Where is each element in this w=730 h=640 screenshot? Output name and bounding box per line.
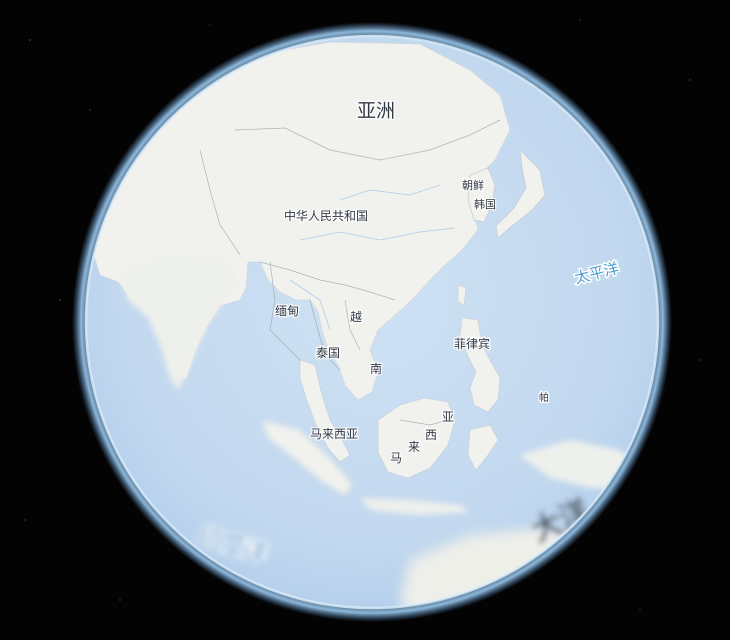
label-malaysia-west: 马来西亚 — [310, 427, 358, 441]
starfield — [24, 19, 701, 611]
land-sumatra — [261, 419, 353, 497]
label-philippines: 菲律宾 — [454, 336, 490, 351]
country-borders — [199, 119, 501, 426]
label-vietnam-2: 南 — [370, 361, 382, 376]
label-china: 中华人民共和国 — [284, 208, 368, 223]
land-philippines — [459, 317, 501, 413]
land-korean-peninsula — [467, 167, 496, 223]
land-java — [360, 498, 470, 515]
label-palau: 帕 — [539, 391, 549, 404]
land-malay-peninsula — [299, 359, 351, 463]
label-myanmar: 缅甸 — [275, 304, 299, 318]
land-india — [120, 250, 240, 390]
label-malaysia-east-2: 来 — [408, 440, 420, 454]
label-malaysia-east-4: 亚 — [442, 410, 454, 424]
globe-rim — [84, 34, 660, 610]
land-japan — [495, 148, 546, 239]
label-malaysia-east-1: 马 — [390, 451, 402, 465]
label-vietnam-1: 越 — [350, 310, 362, 324]
land-taiwan — [457, 284, 467, 306]
land-sulawesi — [467, 424, 499, 471]
land-new-guinea — [520, 440, 640, 490]
label-south-korea: 韩国 — [474, 197, 496, 211]
land-borneo — [377, 397, 456, 479]
globe[interactable]: 亚洲 中华人民共和国 朝鲜 韩国 缅甸 越 南 泰国 菲律宾 马来西亚 马 来 … — [86, 36, 658, 640]
label-thailand: 泰国 — [316, 346, 340, 360]
label-malaysia-east-3: 西 — [425, 428, 437, 442]
rivers — [289, 184, 456, 331]
label-asia: 亚洲 — [357, 100, 395, 122]
label-north-korea: 朝鲜 — [462, 178, 484, 192]
